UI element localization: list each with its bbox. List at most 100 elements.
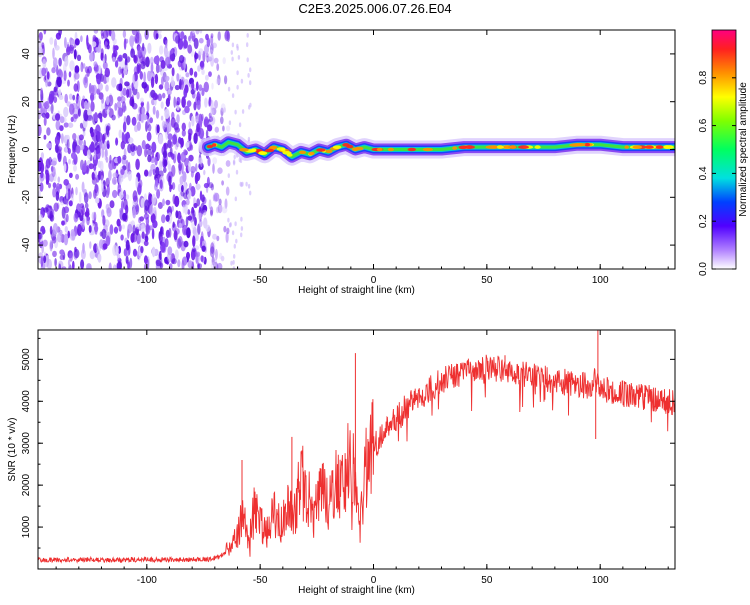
noise-speck xyxy=(116,56,123,62)
noise-speck xyxy=(141,231,145,239)
noise-speck xyxy=(135,176,138,189)
signal-hotspot xyxy=(496,145,504,149)
noise-speck xyxy=(123,170,130,178)
noise-speck xyxy=(223,225,227,233)
noise-speck xyxy=(64,226,69,233)
noise-speck xyxy=(219,252,223,260)
noise-speck xyxy=(201,245,206,252)
noise-speck xyxy=(193,37,199,50)
noise-speck xyxy=(120,168,125,175)
noise-speck xyxy=(136,229,139,236)
noise-speck xyxy=(173,96,176,108)
noise-speck xyxy=(124,81,130,87)
noise-speck xyxy=(231,93,235,98)
noise-speck xyxy=(205,129,209,138)
noise-speck xyxy=(82,221,85,230)
noise-speck xyxy=(164,108,170,119)
noise-speck xyxy=(69,60,75,71)
noise-speck xyxy=(232,260,235,265)
noise-speck xyxy=(80,64,83,72)
noise-speck xyxy=(185,216,189,227)
noise-speck xyxy=(99,231,103,237)
colorbar-tick-label: 0.8 xyxy=(698,70,709,84)
noise-speck xyxy=(177,259,181,268)
noise-speck xyxy=(198,219,203,228)
noise-speck xyxy=(40,171,44,179)
noise-speck xyxy=(102,243,108,250)
noise-speck xyxy=(53,96,58,103)
noise-speck xyxy=(63,179,69,186)
noise-speck xyxy=(102,57,106,63)
noise-speck xyxy=(156,189,161,199)
noise-speck xyxy=(100,73,104,83)
noise-speck xyxy=(41,67,47,77)
noise-speck xyxy=(146,101,150,113)
noise-speck xyxy=(61,220,66,226)
noise-speck xyxy=(240,232,243,238)
noise-speck xyxy=(46,71,50,80)
noise-speck xyxy=(151,98,155,106)
noise-speck xyxy=(121,131,125,143)
noise-speck xyxy=(150,62,154,75)
noise-speck xyxy=(155,166,160,176)
noise-speck xyxy=(45,158,51,169)
noise-speck xyxy=(181,129,186,137)
noise-speck xyxy=(171,205,174,212)
noise-speck xyxy=(168,175,172,187)
x-tick-label: 100 xyxy=(592,275,609,286)
noise-speck xyxy=(159,45,164,55)
noise-speck xyxy=(64,93,68,104)
noise-speck xyxy=(131,30,137,36)
noise-speck xyxy=(127,261,130,269)
noise-speck xyxy=(147,42,152,54)
noise-speck xyxy=(63,163,67,172)
noise-speck xyxy=(247,73,250,78)
noise-speck xyxy=(91,41,97,48)
noise-speck xyxy=(123,248,128,257)
noise-speck xyxy=(210,47,214,55)
noise-speck xyxy=(114,60,119,68)
noise-speck xyxy=(161,214,166,224)
noise-speck xyxy=(132,207,137,219)
noise-speck xyxy=(143,263,148,269)
noise-speck xyxy=(226,125,231,132)
noise-speck xyxy=(235,238,238,244)
noise-speck xyxy=(193,132,198,144)
noise-speck xyxy=(238,157,241,163)
noise-speck xyxy=(170,141,174,148)
noise-speck xyxy=(240,226,244,231)
noise-speck xyxy=(174,84,180,91)
noise-speck xyxy=(217,203,223,214)
noise-speck xyxy=(41,244,44,254)
noise-speck xyxy=(162,198,165,207)
noise-speck xyxy=(132,102,138,110)
noise-speck xyxy=(151,193,156,205)
noise-speck xyxy=(214,192,220,202)
x-tick-label: -50 xyxy=(253,275,268,286)
noise-speck xyxy=(82,130,86,137)
noise-speck xyxy=(169,184,172,193)
noise-speck xyxy=(206,56,213,62)
noise-speck xyxy=(233,154,236,160)
colorbar-tick-label: 0.0 xyxy=(698,262,709,276)
noise-speck xyxy=(224,30,230,42)
noise-speck xyxy=(65,213,69,223)
noise-speck xyxy=(167,133,173,141)
noise-speck xyxy=(143,71,146,84)
noise-speck xyxy=(118,129,122,139)
noise-speck xyxy=(101,108,108,118)
noise-speck xyxy=(102,215,106,226)
noise-speck xyxy=(183,149,188,156)
noise-speck xyxy=(128,137,134,144)
noise-speck xyxy=(200,202,205,214)
noise-speck xyxy=(51,160,57,166)
noise-speck xyxy=(220,116,224,125)
y-tick-label: 40 xyxy=(21,48,32,60)
noise-speck xyxy=(63,233,69,246)
noise-speck xyxy=(38,189,41,199)
signal-hotspot xyxy=(332,145,342,149)
noise-speck xyxy=(224,198,228,209)
noise-speck xyxy=(122,87,127,96)
noise-speck xyxy=(168,227,172,238)
page-title: C2E3.2025.006.07.26.E04 xyxy=(298,1,452,16)
